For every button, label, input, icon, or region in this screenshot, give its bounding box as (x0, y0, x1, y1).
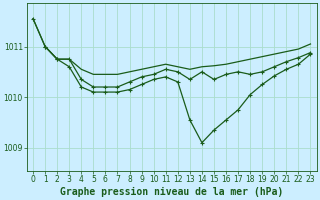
X-axis label: Graphe pression niveau de la mer (hPa): Graphe pression niveau de la mer (hPa) (60, 186, 284, 197)
